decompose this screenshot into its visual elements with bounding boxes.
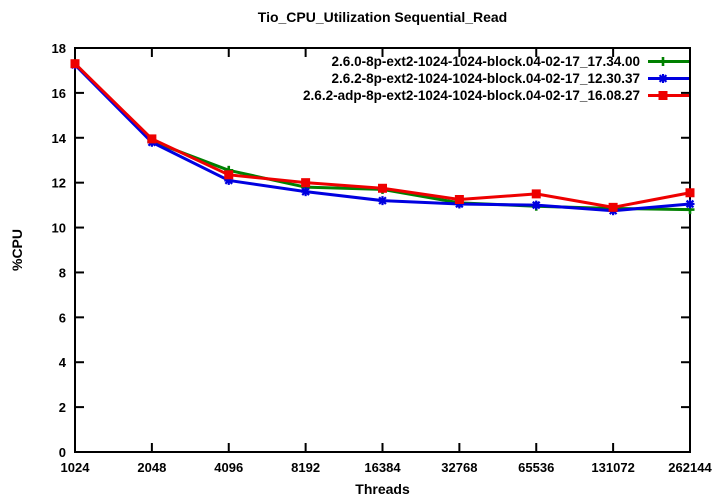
filled-square-marker (658, 91, 668, 100)
filled-square-marker (224, 170, 234, 180)
asterisk-marker (378, 196, 387, 206)
plot-border (74, 47, 691, 453)
y-tick-label: 16 (52, 86, 66, 101)
legend-label: 2.6.0-8p-ext2-1024-1024-block.04-02-17_1… (332, 54, 640, 69)
y-tick-label: 10 (52, 221, 66, 236)
filled-square-marker (531, 189, 541, 199)
asterisk-marker (685, 199, 695, 209)
x-tick-label: 1024 (61, 460, 91, 475)
legend-item-1: 2.6.2-8p-ext2-1024-1024-block.04-02-17_1… (332, 71, 689, 86)
y-tick-label: 12 (52, 176, 66, 191)
x-tick-label: 32768 (441, 460, 477, 475)
x-tick-label: 16384 (364, 460, 401, 475)
filled-square-marker (301, 178, 311, 188)
legend-label: 2.6.2-adp-8p-ext2-1024-1024-block.04-02-… (303, 88, 640, 103)
y-tick-label: 8 (59, 265, 66, 280)
plus-marker (658, 57, 668, 66)
y-tick-label: 14 (52, 131, 67, 146)
filled-square-marker (378, 183, 387, 193)
filled-square-marker (608, 202, 618, 212)
legend-item-0: 2.6.0-8p-ext2-1024-1024-block.04-02-17_1… (332, 54, 689, 69)
x-tick-label: 131072 (591, 460, 634, 475)
legend-label: 2.6.2-8p-ext2-1024-1024-block.04-02-17_1… (332, 71, 640, 86)
y-tick-label: 6 (59, 310, 66, 325)
y-tick-label: 18 (52, 41, 66, 56)
x-axis-label: Threads (355, 481, 410, 497)
filled-square-marker (685, 188, 695, 198)
asterisk-marker (531, 200, 541, 210)
x-tick-label: 8192 (291, 460, 320, 475)
x-tick-label: 4096 (214, 460, 243, 475)
filled-square-marker (147, 134, 157, 144)
asterisk-marker (658, 74, 668, 83)
chart-title: Tio_CPU_Utilization Sequential_Read (257, 9, 508, 25)
x-tick-label: 262144 (668, 460, 712, 475)
x-tick-label: 2048 (137, 460, 166, 475)
filled-square-marker (454, 195, 464, 204)
filled-square-marker (70, 59, 80, 69)
y-tick-label: 0 (59, 445, 66, 460)
asterisk-marker (301, 187, 311, 197)
x-tick-label: 65536 (518, 460, 554, 475)
legend-item-2: 2.6.2-adp-8p-ext2-1024-1024-block.04-02-… (303, 88, 689, 103)
y-tick-label: 2 (59, 400, 66, 415)
y-tick-label: 4 (59, 355, 67, 370)
series-2 (70, 59, 695, 212)
